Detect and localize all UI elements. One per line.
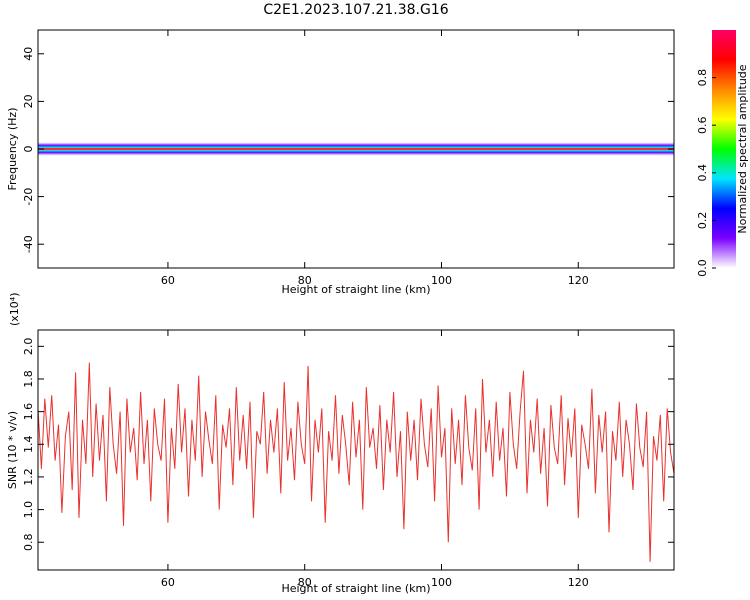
x-tick-label: 100: [431, 576, 452, 589]
y-tick-label: 1.6: [22, 403, 35, 421]
x-tick-label: 60: [161, 274, 175, 287]
colorbar-tick-label: 0.8: [696, 69, 709, 87]
colorbar-tick-label: 0.0: [696, 259, 709, 277]
spectrogram-x-axis-label: Height of straight line (km): [281, 283, 430, 296]
colorbar-tick-label: 0.2: [696, 212, 709, 230]
spectrogram-x-ticks: 60 80 100 120: [161, 30, 589, 287]
y-tick-label: -20: [22, 188, 35, 206]
snr-x-axis-label: Height of straight line (km): [281, 582, 430, 595]
colorbar-ticks: 0.0 0.2 0.4 0.6 0.8: [696, 69, 716, 277]
snr-x-ticks: 60 80 100 120: [161, 330, 589, 589]
snr-y-multiplier: (x10⁴): [8, 293, 21, 327]
spectral-band: [38, 141, 674, 157]
spectrogram-y-axis-label: Frequency (Hz): [6, 108, 19, 191]
y-tick-label: 1.8: [22, 370, 35, 388]
x-tick-label: 80: [298, 576, 312, 589]
chart-title: C2E1.2023.107.21.38.G16: [263, 2, 448, 18]
snr-y-axis-label: SNR (10 * v/v): [6, 411, 19, 489]
x-tick-label: 120: [568, 576, 589, 589]
colorbar-label: Normalized spectral amplitude: [736, 64, 749, 233]
snr-series-line: [37, 362, 675, 562]
y-tick-label: 20: [22, 94, 35, 108]
spectrogram-panel: 60 80 100 120 -40 -20 0 20 40 Height of straigh…: [6, 29, 675, 296]
x-tick-label: 100: [431, 274, 452, 287]
colorbar-tick-label: 0.4: [696, 164, 709, 182]
colorbar-gradient: [712, 30, 736, 268]
colorbar: 0.0 0.2 0.4 0.6 0.8 Normalized spectral ampl…: [696, 30, 749, 277]
y-tick-label: 0: [22, 146, 35, 153]
y-tick-label: 0.8: [22, 533, 35, 551]
snr-panel: 60 80 100 120 0.8 1.0 1.2 1.4 1.6 1.8 2.0 Height …: [6, 293, 675, 595]
y-tick-label: 2.0: [22, 338, 35, 356]
colorbar-tick-label: 0.6: [696, 116, 709, 134]
snr-frame: [37, 329, 675, 571]
y-tick-label: 1.0: [22, 501, 35, 518]
y-tick-label: -40: [22, 235, 35, 253]
x-tick-label: 60: [161, 576, 175, 589]
y-tick-label: 1.4: [22, 436, 35, 454]
x-tick-label: 120: [568, 274, 589, 287]
snr-y-ticks: 0.8 1.0 1.2 1.4 1.6 1.8 2.0: [22, 338, 674, 551]
y-tick-label: 1.2: [22, 468, 35, 486]
y-tick-label: 40: [22, 47, 35, 61]
x-tick-label: 80: [298, 274, 312, 287]
spectrogram-y-ticks: -40 -20 0 20 40: [22, 47, 674, 253]
